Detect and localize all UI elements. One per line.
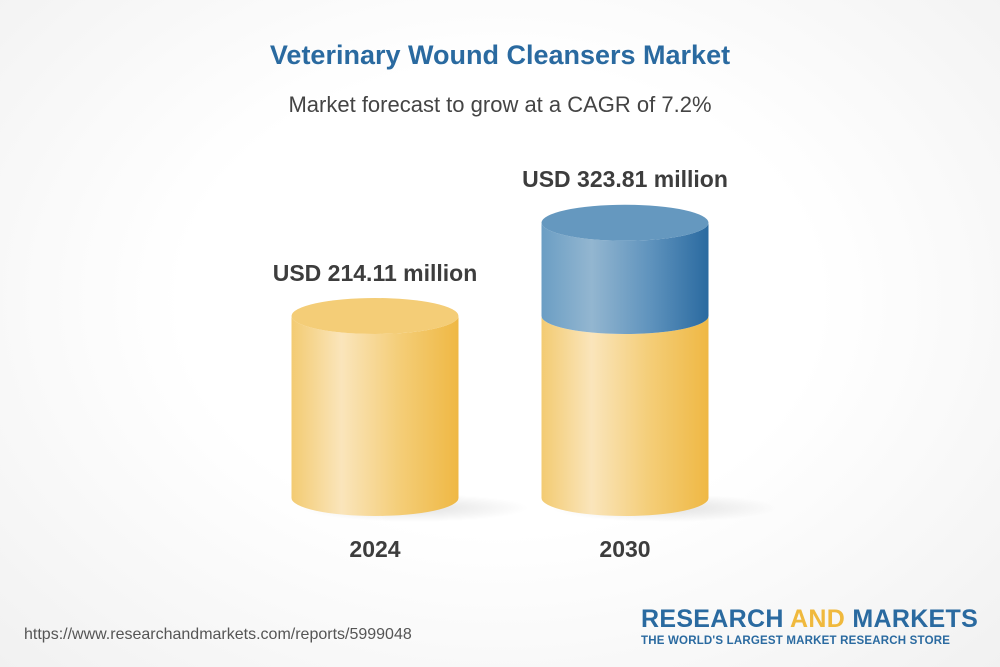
logo-word: AND [790, 605, 846, 633]
report-url[interactable]: https://www.researchandmarkets.com/repor… [24, 626, 412, 643]
data-label-2024: USD 214.11 million [273, 260, 478, 286]
category-label-2030: 2030 [599, 536, 650, 562]
bar-2030-growth-segment [541, 222, 709, 334]
logo-word: RESEARCH [641, 605, 784, 633]
bar-2024-base [291, 316, 459, 516]
bar-2030-top [541, 204, 709, 241]
research-and-markets-logo: RESEARCH AND MARKETS THE WORLD'S LARGEST… [641, 605, 979, 647]
logo-word: MARKETS [852, 605, 979, 633]
chart-title: Veterinary Wound Cleansers Market [269, 40, 731, 70]
bar-2030-base-segment [541, 316, 709, 516]
data-label-2030: USD 323.81 million [522, 166, 728, 192]
chart-subtitle: Market forecast to grow at a CAGR of 7.2… [288, 92, 712, 117]
category-label-2024: 2024 [349, 536, 400, 562]
bar-2024-top [291, 298, 459, 334]
logo-tagline: THE WORLD'S LARGEST MARKET RESEARCH STOR… [641, 635, 951, 647]
